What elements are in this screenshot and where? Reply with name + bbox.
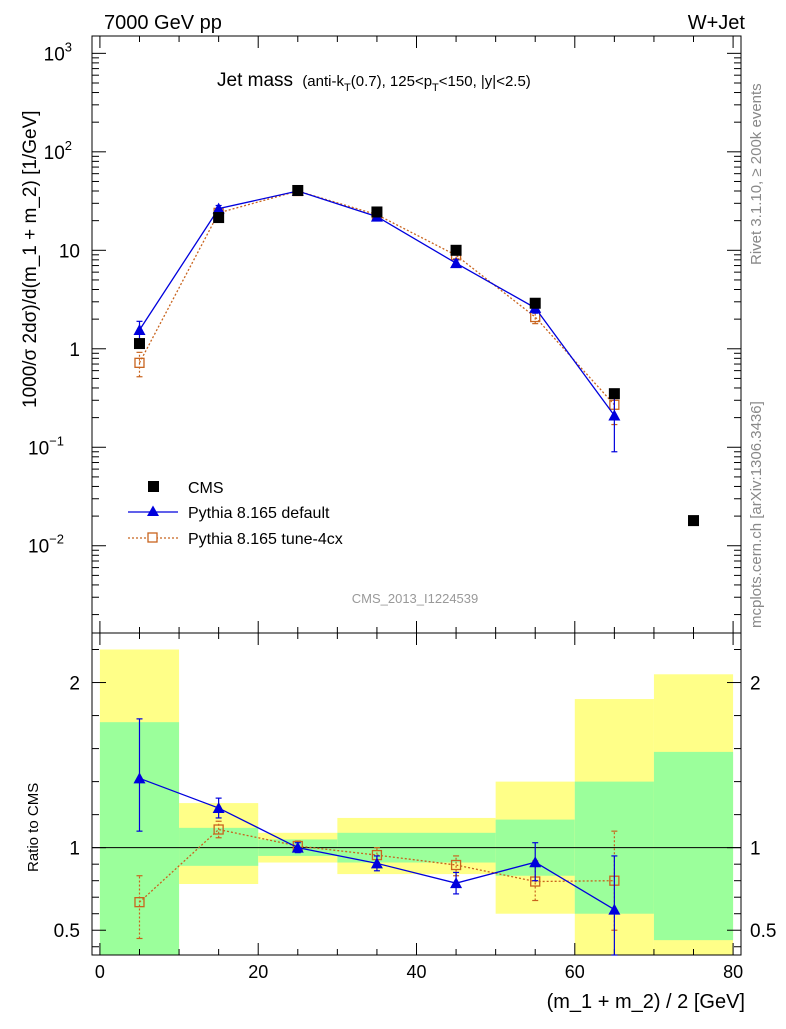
y-tick-label-ratio-right: 1 (750, 839, 761, 860)
band-green-7 (653, 751, 734, 941)
x-tick-label: 40 (406, 962, 426, 982)
legend-label-cms: CMS (188, 480, 224, 497)
legend-marker-cms (148, 481, 159, 492)
main-point-cms (292, 184, 304, 196)
y-tick-exp: −2 (49, 532, 64, 547)
y-tick-label-main: 10 (59, 241, 80, 262)
xlabel: (m_1 + m_2) / 2 [GeV] (547, 991, 745, 1013)
y-tick-label-ratio: 0.5 (54, 921, 80, 942)
ratio-ylabel: Ratio to CMS (25, 783, 42, 872)
y-tick-label-ratio: 2 (69, 674, 80, 695)
header-right: W+Jet (688, 12, 746, 34)
y-tick-exp: 2 (65, 138, 72, 153)
ratio-point-default (291, 841, 304, 853)
main-point-default (133, 324, 146, 336)
ratio-point-tune (213, 824, 224, 835)
ratio-bands (99, 649, 734, 955)
ratio-point-tune (450, 859, 462, 871)
y-tick-label-ratio-right: 2 (750, 674, 761, 695)
legend-label-tune: Pythia 8.165 tune-4cx (188, 531, 343, 548)
legend-marker-default (147, 505, 159, 516)
plot-title: Jet mass (anti-kT(0.7), 125<pT<150, |y|<… (217, 70, 531, 94)
legend-entry-tune: Pythia 8.165 tune-4cx (128, 531, 343, 548)
ratio-point-default (529, 856, 542, 868)
main-point-cms (688, 515, 700, 527)
main-ylabel: 1000/σ 2dσ)/d(m_1 + m_2) [1/GeV] (20, 110, 41, 408)
legend: CMS Pythia 8.165 default Pythia 8.165 tu… (128, 480, 343, 548)
main-point-default (608, 409, 621, 421)
main-point-cms (450, 244, 462, 256)
legend-marker-tune (147, 532, 158, 543)
main-series-pythia-8-165-default (133, 185, 621, 453)
legend-entry-default: Pythia 8.165 default (128, 505, 330, 522)
x-tick-label: 0 (95, 962, 105, 982)
main-line-open-square (138, 190, 615, 406)
legend-label-default: Pythia 8.165 default (188, 505, 330, 522)
header-left: 7000 GeV pp (104, 12, 222, 34)
y-tick-base: 10 (44, 44, 65, 65)
title-detail-mid: (0.7), 125<p (351, 73, 432, 90)
x-tick-label: 60 (565, 962, 585, 982)
main-point-cms (529, 297, 541, 309)
title-detail-sub: T (344, 82, 351, 94)
y-tick-label-ratio: 1 (69, 839, 80, 860)
title-detail-sub2: T (432, 82, 439, 94)
main-point-default (212, 202, 225, 214)
y-tick-exp: −1 (49, 433, 64, 448)
main-line-triangle (138, 190, 615, 416)
x-tick-label: 20 (248, 962, 268, 982)
y-tick-base: 10 (59, 241, 80, 262)
analysis-id: CMS_2013_I1224539 (352, 591, 479, 606)
y-tick-base: 10 (28, 537, 49, 558)
title-main: Jet mass (217, 70, 293, 91)
main-point-cms (608, 388, 620, 400)
y-tick-label-main: 103 (44, 39, 72, 65)
main-series-cms (133, 184, 700, 527)
ratio-point-default (212, 802, 225, 814)
y-tick-label-main: 102 (44, 138, 72, 164)
main-series-pythia-8-165-tune-4cx (134, 185, 620, 426)
main-point-cms (371, 206, 383, 218)
ratio-point-tune (134, 897, 145, 908)
main-point-tune (134, 357, 145, 368)
ratio-point-default (450, 877, 463, 889)
main-point-default (450, 257, 463, 269)
ratio-line-open-square (139, 828, 615, 903)
y-tick-exp: 3 (65, 39, 72, 54)
ratio-point-default (608, 903, 621, 915)
y-tick-label-main: 10−2 (28, 532, 64, 558)
main-point-cms (133, 338, 145, 350)
y-tick-label-ratio-right: 0.5 (750, 921, 776, 942)
x-tick-label: 80 (723, 962, 743, 982)
axis-ticks (92, 36, 741, 955)
y-tick-base: 10 (44, 143, 65, 164)
y-tick-label-main: 1 (69, 340, 80, 361)
mcplots-label: mcplots.cern.ch [arXiv:1306.3436] (748, 401, 765, 628)
main-point-cms (213, 212, 225, 224)
y-tick-base: 1 (69, 340, 80, 361)
legend-entry-cms: CMS (148, 480, 224, 497)
y-tick-label-main: 10−1 (28, 433, 64, 459)
ratio-point-default (133, 772, 146, 784)
rivet-label: Rivet 3.1.10, ≥ 200k events (748, 83, 765, 265)
y-tick-base: 10 (28, 438, 49, 459)
ratio-point-default (370, 857, 383, 869)
title-detail-suffix: <150, |y|<2.5) (439, 73, 531, 90)
title-detail-prefix: (anti-k (302, 73, 344, 90)
ratio-series-pythia-8-165-default (133, 718, 621, 956)
